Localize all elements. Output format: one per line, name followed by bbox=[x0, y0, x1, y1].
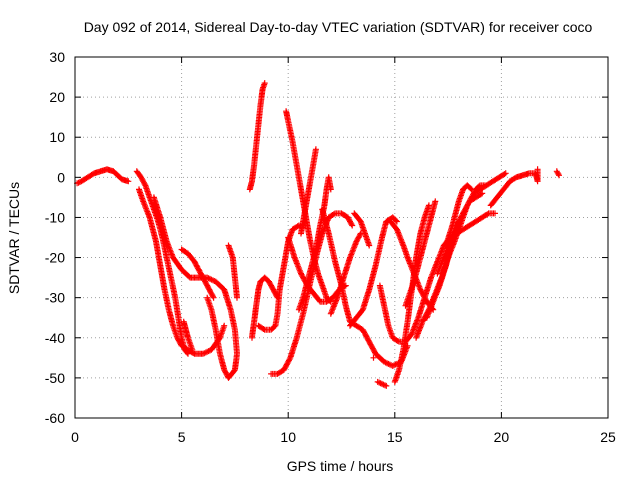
x-tick-label: 20 bbox=[494, 429, 510, 445]
x-tick-label: 0 bbox=[71, 429, 79, 445]
y-tick-label: -60 bbox=[45, 410, 65, 426]
y-axis-title: SDTVAR / TECUs bbox=[6, 182, 22, 294]
y-tick-label: 20 bbox=[49, 89, 65, 105]
data-markers bbox=[74, 80, 562, 389]
data-point-markers bbox=[74, 80, 562, 389]
x-tick-label: 15 bbox=[387, 429, 403, 445]
x-tick-label: 25 bbox=[600, 429, 616, 445]
axes: 0 5 10 15 20 25 -60 -50 -40 -30 -20 -10 0 10 20 30 bbox=[45, 49, 616, 445]
y-tick-label: 0 bbox=[57, 169, 65, 185]
plot-frame bbox=[74, 56, 609, 419]
y-tick-label: -40 bbox=[45, 330, 65, 346]
y-tick-label: -50 bbox=[45, 370, 65, 386]
x-tick-label: 5 bbox=[178, 429, 186, 445]
y-tick-label: -10 bbox=[45, 209, 65, 225]
y-tick-label: -30 bbox=[45, 290, 65, 306]
y-tick-label: -20 bbox=[45, 250, 65, 266]
x-axis-title: GPS time / hours bbox=[287, 458, 394, 474]
y-tick-label: 10 bbox=[49, 129, 65, 145]
y-tick-label: 30 bbox=[49, 49, 65, 65]
x-tick-label: 10 bbox=[280, 429, 296, 445]
chart-title: Day 092 of 2014, Sidereal Day-to-day VTE… bbox=[84, 19, 593, 35]
